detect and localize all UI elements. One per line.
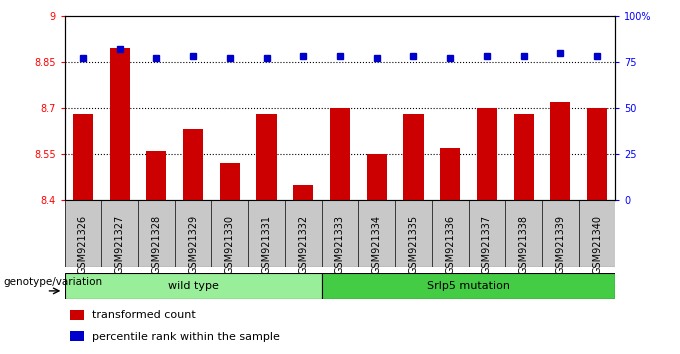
Bar bbox=[65, 273, 322, 299]
Bar bbox=[183, 130, 203, 200]
Text: genotype/variation: genotype/variation bbox=[3, 277, 103, 287]
Text: wild type: wild type bbox=[168, 281, 218, 291]
Text: transformed count: transformed count bbox=[92, 310, 196, 320]
Bar bbox=[70, 310, 84, 320]
Bar bbox=[550, 102, 571, 200]
Text: Srlp5 mutation: Srlp5 mutation bbox=[427, 281, 510, 291]
Bar bbox=[220, 163, 240, 200]
Bar bbox=[73, 114, 93, 200]
Bar bbox=[587, 108, 607, 200]
Bar bbox=[146, 151, 167, 200]
Bar bbox=[440, 148, 460, 200]
Bar bbox=[109, 48, 130, 200]
Bar bbox=[256, 114, 277, 200]
Bar bbox=[293, 185, 313, 200]
Bar bbox=[367, 154, 387, 200]
Bar bbox=[403, 114, 424, 200]
Bar bbox=[322, 273, 615, 299]
Text: percentile rank within the sample: percentile rank within the sample bbox=[92, 332, 280, 342]
Bar bbox=[70, 331, 84, 341]
Bar bbox=[330, 108, 350, 200]
Bar bbox=[477, 108, 497, 200]
Bar bbox=[513, 114, 534, 200]
